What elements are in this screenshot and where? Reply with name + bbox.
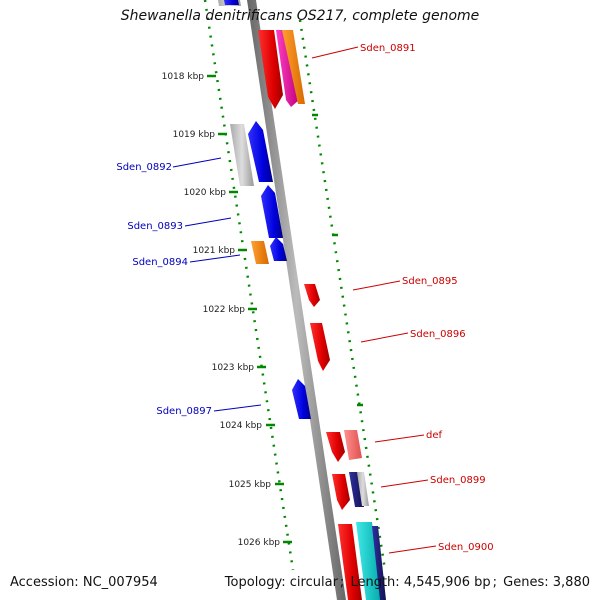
gene-sden-0899[interactable] xyxy=(332,472,369,510)
ruler-label-1024: 1024 kbp xyxy=(220,421,263,431)
genome-stats: Topology: circular; Length: 4,545,906 bp… xyxy=(224,575,590,590)
gene-partial-top[interactable] xyxy=(218,0,241,6)
gene-def[interactable] xyxy=(326,430,362,462)
ruler-tick-1019: 1019 kbp xyxy=(173,130,227,140)
ruler-tick-1025: 1025 kbp xyxy=(229,480,284,490)
svg-text:Sden_0899: Sden_0899 xyxy=(430,475,486,486)
accession-label: Accession: xyxy=(10,575,79,590)
gene-label-sden-0894[interactable]: Sden_0894 xyxy=(132,254,241,268)
gene-label-sden-0897[interactable]: Sden_0897 xyxy=(156,404,262,417)
svg-text:Sden_0897: Sden_0897 xyxy=(156,406,212,417)
gene-sden-0891[interactable] xyxy=(258,30,305,109)
ruler-tick-1018: 1018 kbp xyxy=(162,72,216,82)
gene-label-sden-0893[interactable]: Sden_0893 xyxy=(127,217,232,232)
gene-sden-0895[interactable] xyxy=(304,284,320,307)
gene-label-sden-0896[interactable]: Sden_0896 xyxy=(360,329,466,343)
gene-label-sden-0895[interactable]: Sden_0895 xyxy=(352,276,458,291)
ruler-tick-1024: 1024 kbp xyxy=(220,421,275,431)
ruler-label-1025: 1025 kbp xyxy=(229,480,272,490)
ruler-label-1022: 1022 kbp xyxy=(203,305,246,315)
outer-track-ticks xyxy=(312,113,363,407)
svg-text:Sden_0891: Sden_0891 xyxy=(360,43,416,54)
svg-text:Sden_0895: Sden_0895 xyxy=(402,276,458,287)
ruler-label-1020: 1020 kbp xyxy=(184,188,227,198)
genes-label: Genes: xyxy=(503,575,549,590)
gene-sden-0892[interactable] xyxy=(230,121,273,186)
ruler-tick-1023: 1023 kbp xyxy=(212,363,266,373)
length-label: Length: xyxy=(350,575,400,590)
svg-text:Sden_0893: Sden_0893 xyxy=(127,221,183,232)
genome-title: Shewanella denitrificans OS217, complete… xyxy=(120,8,480,24)
svg-text:def: def xyxy=(426,430,443,441)
ruler-label-1021: 1021 kbp xyxy=(193,246,236,256)
ruler-tick-1022: 1022 kbp xyxy=(203,305,257,315)
gene-sden-0900[interactable] xyxy=(338,522,386,600)
topology-value: circular xyxy=(289,575,338,590)
svg-text:Sden_0900: Sden_0900 xyxy=(438,542,494,553)
gene-sden-0896[interactable] xyxy=(310,323,330,371)
ruler-track xyxy=(203,0,295,571)
gene-sden-0893[interactable] xyxy=(261,185,283,238)
gene-label-sden-0899[interactable]: Sden_0899 xyxy=(380,475,486,488)
ruler-tick-1021: 1021 kbp xyxy=(193,246,247,256)
svg-text:Sden_0894: Sden_0894 xyxy=(132,257,188,268)
svg-text:Sden_0892: Sden_0892 xyxy=(116,162,172,173)
ruler-label-1018: 1018 kbp xyxy=(162,72,205,82)
gene-label-def[interactable]: def xyxy=(374,430,443,443)
gene-sden-0894[interactable] xyxy=(251,237,287,264)
topology-label: Topology: xyxy=(224,575,286,590)
ruler-label-1026: 1026 kbp xyxy=(238,538,281,548)
accession-info: Accession: NC_007954 xyxy=(10,575,158,590)
genome-backbone xyxy=(247,0,346,600)
gene-label-sden-0892[interactable]: Sden_0892 xyxy=(116,157,222,173)
genes-value: 3,880 xyxy=(552,575,590,590)
gene-label-sden-0900[interactable]: Sden_0900 xyxy=(388,542,494,554)
ruler-label-1023: 1023 kbp xyxy=(212,363,255,373)
svg-text:Sden_0896: Sden_0896 xyxy=(410,329,466,340)
ruler-tick-1020: 1020 kbp xyxy=(184,188,238,198)
accession-value: NC_007954 xyxy=(82,575,158,590)
gene-label-sden-0891[interactable]: Sden_0891 xyxy=(311,43,416,59)
length-value: 4,545,906 bp xyxy=(403,575,491,590)
ruler-label-1019: 1019 kbp xyxy=(173,130,216,140)
ruler-tick-1026: 1026 kbp xyxy=(238,538,292,548)
gene-sden-0897[interactable] xyxy=(292,379,311,419)
